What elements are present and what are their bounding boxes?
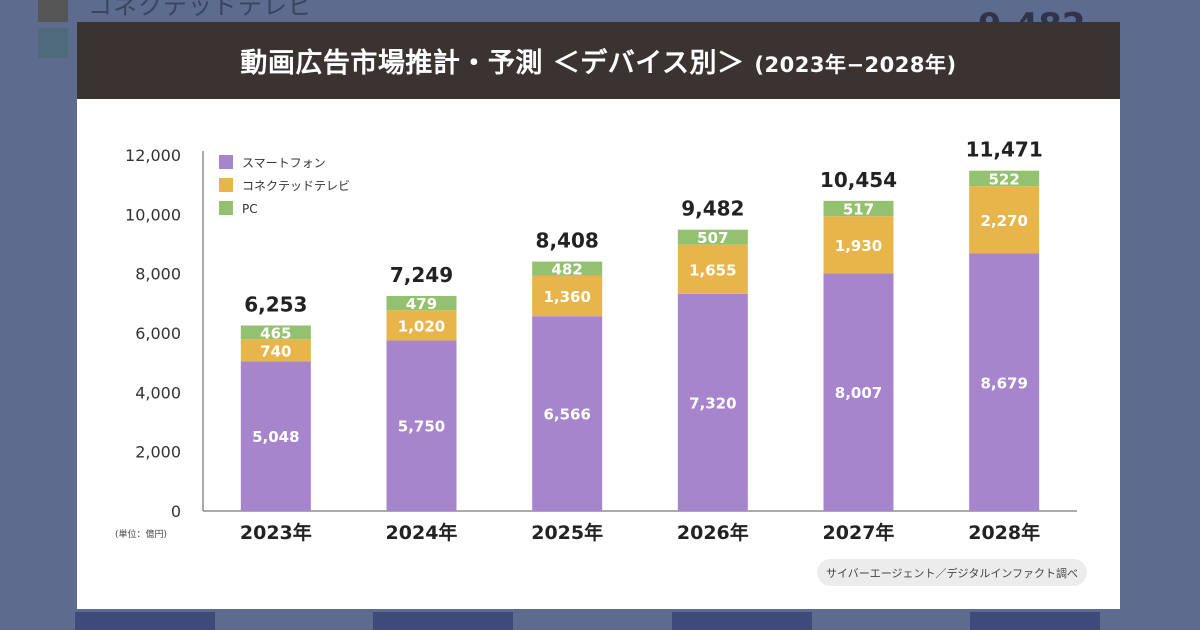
- chart-title-wrap: 動画広告市場推計・予測 ＜デバイス別＞ (2023年−2028年): [240, 41, 956, 80]
- y-tick-label: 6,000: [135, 324, 181, 343]
- legend-label: コネクテッドテレビ: [242, 179, 350, 193]
- data-label: 5,750: [398, 418, 445, 436]
- bar-segment: [969, 253, 1040, 511]
- bar-segment: [240, 361, 311, 511]
- data-label: 507: [697, 229, 728, 247]
- legend-swatch: [219, 201, 233, 215]
- data-label: 1,930: [835, 237, 882, 255]
- x-tick-label: 2025年: [531, 521, 603, 544]
- x-tick-label: 2028年: [968, 521, 1040, 544]
- bar-segment: [532, 275, 603, 317]
- bg-band: [75, 612, 215, 630]
- bar-segment: [240, 325, 311, 340]
- legend-label: スマートフォン: [242, 156, 326, 170]
- bar-segment: [823, 216, 894, 274]
- chart-card: 動画広告市場推計・予測 ＜デバイス別＞ (2023年−2028年) 0 2,000…: [77, 22, 1120, 609]
- legend-swatch: [219, 178, 233, 192]
- legend-swatch: [219, 155, 233, 169]
- data-label: 1,360: [543, 288, 590, 306]
- bg-swatch-teal: [38, 28, 68, 58]
- data-label: 1,655: [689, 261, 736, 279]
- unit-label: (単位：億円): [115, 530, 168, 540]
- y-tick-label: 4,000: [135, 383, 181, 402]
- bar-segment: [823, 200, 894, 217]
- bar-segment: [532, 261, 603, 276]
- bar-segment: [386, 295, 457, 311]
- chart-subtitle: (2023年−2028年): [754, 53, 957, 77]
- x-tick-label: 2023年: [240, 521, 312, 544]
- data-label: 522: [989, 170, 1020, 188]
- data-label: 2,270: [980, 212, 1027, 230]
- chart-title: 動画広告市場推計・予測 ＜デバイス別＞: [240, 48, 745, 79]
- data-label: 5,048: [252, 428, 299, 446]
- bar-segment: [969, 186, 1040, 254]
- x-tick-label: 2026年: [677, 521, 749, 544]
- bar-segment: [386, 310, 457, 341]
- bg-band: [672, 612, 812, 630]
- bar-segment: [532, 316, 603, 511]
- y-tick-label: 10,000: [125, 205, 181, 224]
- data-label: 740: [260, 342, 291, 360]
- total-label: 8,408: [536, 229, 599, 253]
- bg-band: [970, 612, 1100, 630]
- bar-segment: [677, 244, 748, 294]
- chart-svg: 0 2,000 4,000 6,000 8,000 10,000 12,000 5,048 74…: [125, 138, 1077, 544]
- y-tick-label: 0: [171, 502, 181, 521]
- source-badge: サイバーエージェント／デジタルインファクト調べ: [817, 559, 1087, 586]
- data-label: 482: [552, 261, 583, 279]
- y-tick-label: 2,000: [135, 443, 181, 462]
- y-tick-label: 8,000: [135, 265, 181, 284]
- data-label: 7,320: [689, 394, 736, 412]
- total-label: 10,454: [820, 168, 897, 192]
- bar-segment: [823, 273, 894, 511]
- bar-segment: [677, 293, 748, 511]
- data-label: 1,020: [398, 317, 445, 335]
- legend-label: PC: [242, 202, 258, 216]
- data-label: 517: [843, 201, 874, 219]
- x-tick-label: 2024年: [386, 521, 458, 544]
- x-tick-label: 2027年: [823, 521, 895, 544]
- data-label: 479: [406, 295, 437, 313]
- data-label: 8,007: [835, 384, 882, 402]
- bar-segment: [240, 339, 311, 362]
- total-label: 11,471: [966, 138, 1043, 162]
- bg-band: [373, 612, 513, 630]
- data-label: 8,679: [980, 374, 1027, 392]
- y-tick-label: 12,000: [125, 146, 181, 165]
- total-label: 6,253: [244, 292, 307, 316]
- bg-swatch-gray: [38, 0, 68, 22]
- chart-header: 動画広告市場推計・予測 ＜デバイス別＞ (2023年−2028年): [77, 22, 1120, 99]
- total-label: 7,249: [390, 263, 453, 287]
- data-label: 465: [260, 324, 291, 342]
- total-label: 9,482: [681, 197, 744, 221]
- data-label: 6,566: [543, 406, 590, 424]
- bar-segment: [677, 229, 748, 245]
- bar-segment: [969, 170, 1040, 187]
- bg-legend-label: コネクテッドテレビ: [88, 0, 313, 20]
- bar-segment: [386, 340, 457, 511]
